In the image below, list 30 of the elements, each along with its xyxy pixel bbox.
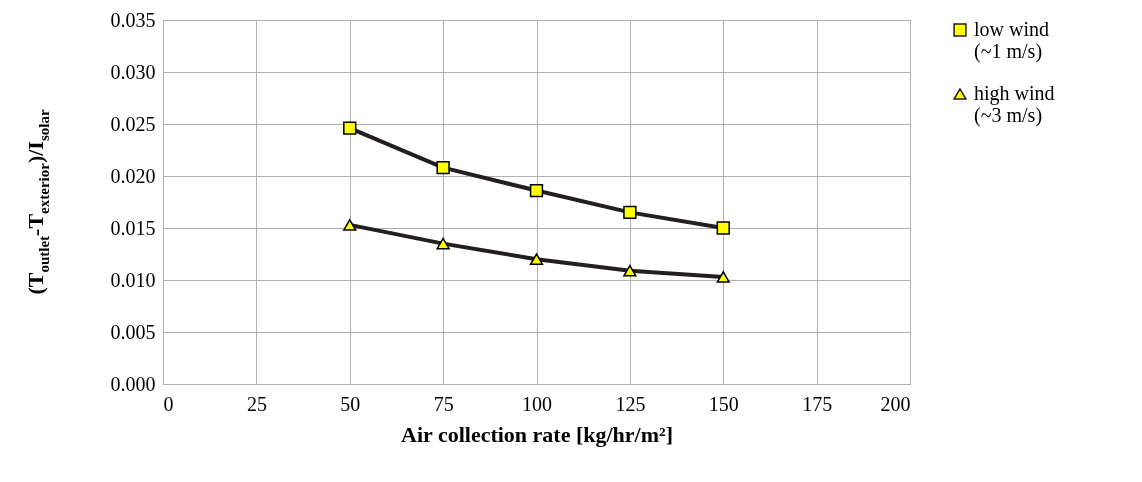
y-tick-label: 0.000 [110,372,156,395]
x-tick-label: 150 [708,392,739,415]
point [436,161,450,175]
point [343,219,357,231]
x-tick-label: 175 [802,392,833,415]
x-tick-label: 0 [163,392,174,415]
point [716,271,730,283]
x-tick-label: 25 [246,392,267,415]
point [529,253,544,266]
legend-label: high wind (~3 m/s) [974,82,1055,127]
x-axis-title: Air collection rate [kg/hr/m²] [401,421,673,447]
point [529,183,544,198]
y-tick-label: 0.035 [110,8,156,31]
x-tick-label: 100 [522,392,552,415]
y-tick-label: 0.030 [110,60,156,83]
point [716,221,730,235]
point [436,237,450,250]
x-tick-label: 125 [615,392,646,415]
y-tick-label: 0.025 [110,112,156,135]
point [623,205,637,220]
y-tick-label: 0.020 [110,164,156,187]
point [343,121,357,135]
y-tick-label: 0.010 [110,268,156,291]
x-tick-label: 200 [880,392,911,415]
x-tick-label: 50 [340,392,361,415]
y-tick-label: 0.005 [110,320,156,343]
y-tick-label: 0.015 [110,216,156,239]
point [623,264,637,277]
x-tick-label: 75 [433,392,454,415]
legend-label: low wind (~1 m/s) [974,18,1049,63]
